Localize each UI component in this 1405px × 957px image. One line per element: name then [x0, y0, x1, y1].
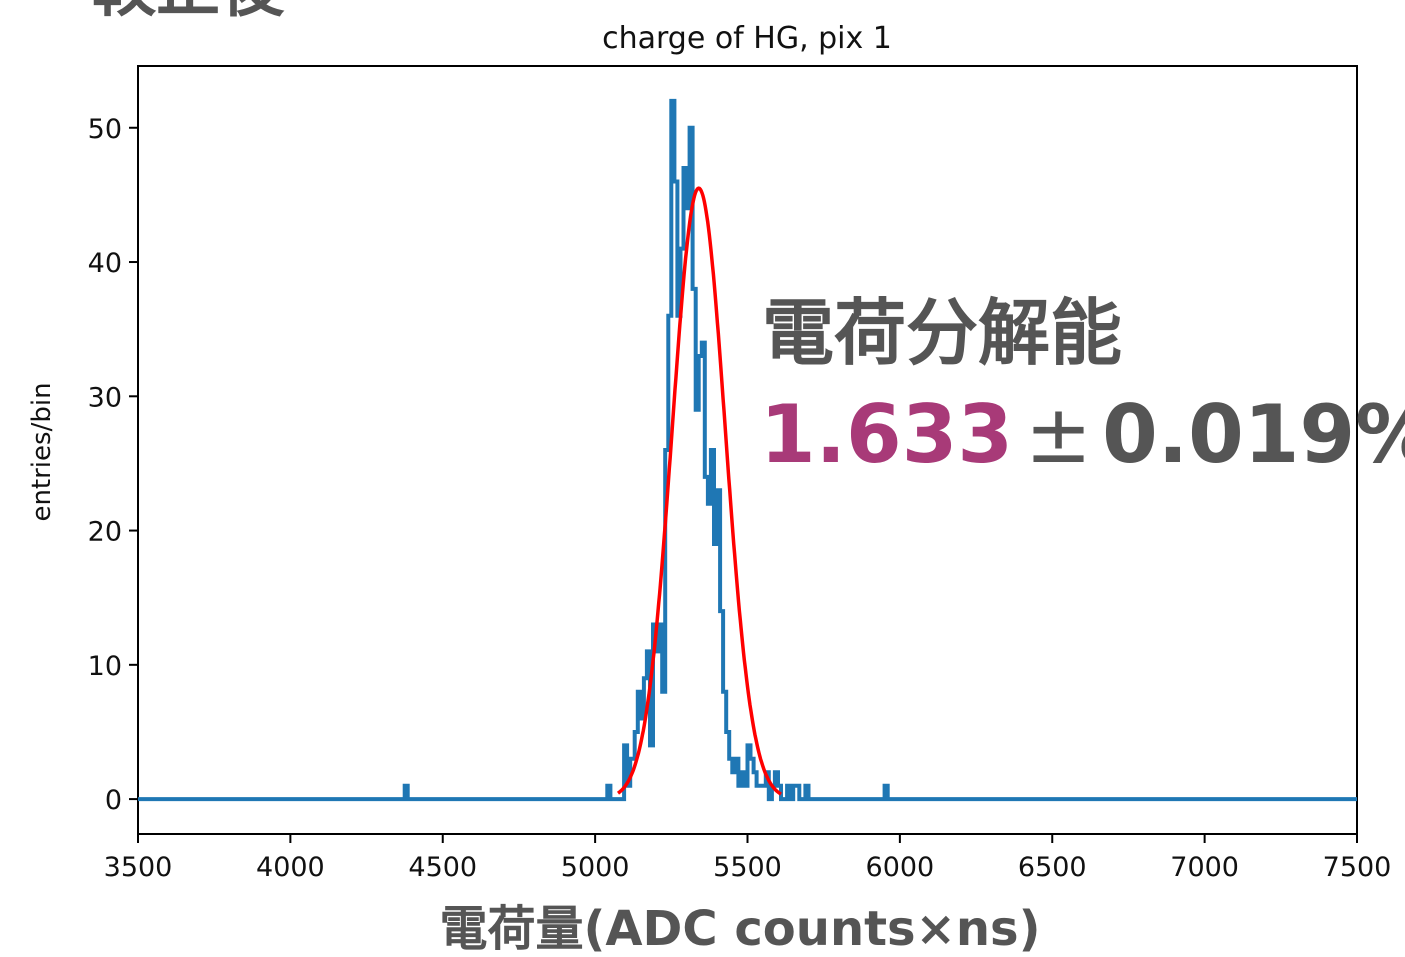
resolution-heading: 電荷分解能 — [762, 291, 1122, 375]
y-tick-label: 40 — [88, 248, 122, 279]
x-tick-label: 3500 — [104, 852, 173, 883]
x-tick-label: 5500 — [713, 852, 782, 883]
y-axis: 0 10 20 30 40 50 — [88, 114, 138, 816]
plot-area — [138, 98, 1357, 802]
resolution-value: 1.633 — [760, 388, 1013, 481]
corner-heading: 較正後 — [92, 0, 285, 26]
resolution-error: 0.019% — [1102, 388, 1405, 481]
gaussian-fit-curve — [616, 186, 782, 796]
y-tick-label: 20 — [88, 517, 122, 548]
x-tick-label: 5000 — [561, 852, 630, 883]
y-axis-label: entries/bin — [27, 382, 57, 521]
histogram-series — [138, 98, 1357, 802]
y-tick-label: 0 — [105, 785, 122, 816]
x-tick-label: 6500 — [1018, 852, 1087, 883]
x-axis-label: 電荷量(ADC counts×ns) — [439, 901, 1040, 953]
x-tick-label: 7000 — [1170, 852, 1239, 883]
x-tick-label: 4000 — [256, 852, 325, 883]
y-tick-label: 50 — [88, 114, 122, 145]
y-tick-label: 10 — [88, 651, 122, 682]
resolution-value-line: 1.633 ±0.019% — [760, 388, 1405, 481]
x-tick-label: 6000 — [866, 852, 935, 883]
y-tick-label: 30 — [88, 382, 122, 413]
resolution-pm-sign: ± — [1025, 388, 1092, 481]
x-axis: 3500 4000 4500 5000 5500 6000 6500 7000 7500 — [104, 834, 1392, 883]
x-tick-label: 4500 — [408, 852, 477, 883]
chart-title: charge of HG, pix 1 — [602, 21, 892, 56]
x-tick-label: 7500 — [1323, 852, 1392, 883]
